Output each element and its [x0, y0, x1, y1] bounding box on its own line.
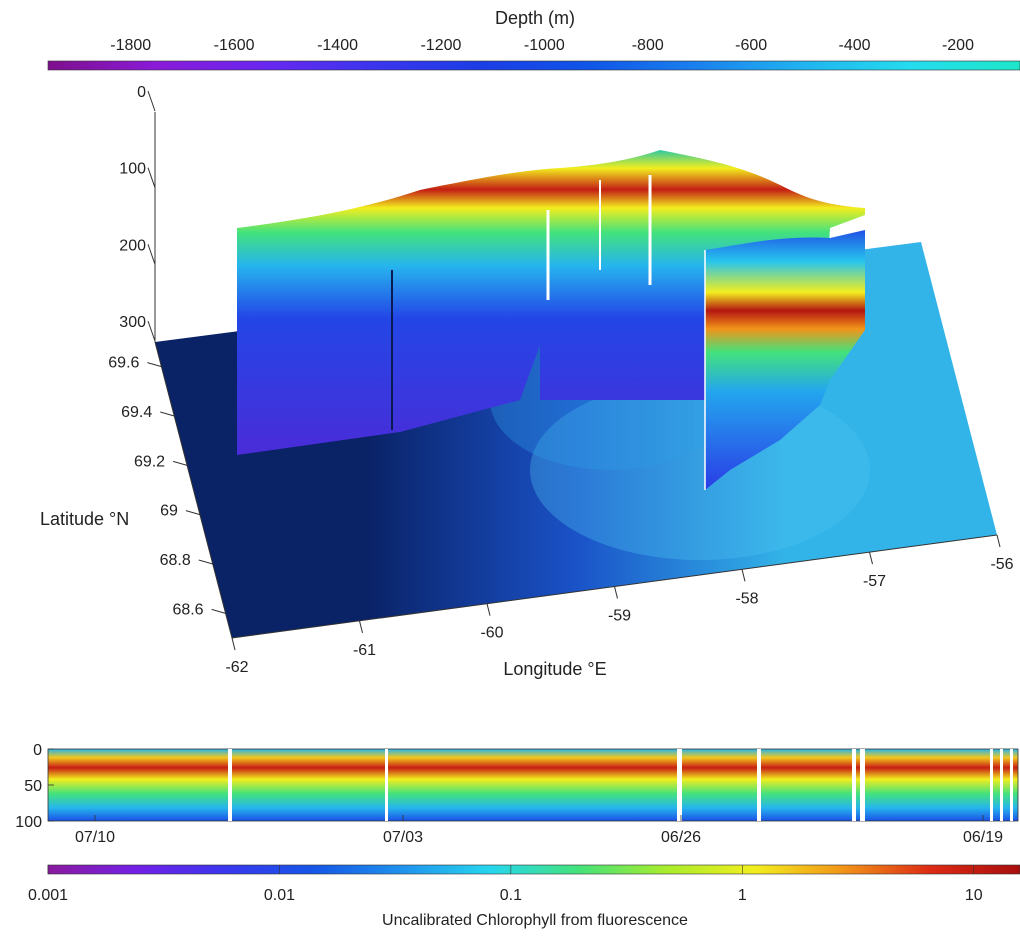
z-tick-label: 200	[119, 237, 146, 254]
lon-tick-mark	[614, 586, 618, 599]
lon-tick-mark	[996, 534, 1001, 548]
depth-tick-label: -1000	[524, 37, 565, 54]
lat-tick-label: 69.2	[134, 453, 165, 470]
y-axis-ticks: 68.6 68.8 69 69.2 69.4 69.6	[108, 355, 226, 618]
z-tick-label: 100	[119, 161, 146, 178]
chlorophyll-colorbar-ticks: 0.001 0.01 0.1 1 10	[28, 865, 983, 904]
lon-tick-label: -61	[353, 642, 376, 659]
lat-tick-mark	[211, 608, 226, 614]
chl-tick-label: 1	[738, 887, 747, 904]
lat-tick-mark	[147, 362, 162, 368]
lon-tick-label: -58	[735, 590, 758, 607]
lon-tick-mark	[741, 569, 746, 582]
strip-y-tick-label: 100	[15, 814, 42, 831]
lon-tick-mark	[869, 552, 873, 565]
lon-tick-label: -60	[480, 625, 503, 642]
depth-tick-label: -800	[632, 37, 664, 54]
depth-colorbar-label: Depth (m)	[495, 8, 575, 28]
strip-y-tick-label: 50	[24, 778, 42, 795]
z-axis-ticks: 0 100 200 300	[119, 84, 156, 342]
depth-tick-label: -1400	[317, 37, 358, 54]
lon-tick-label: -62	[225, 659, 248, 676]
depth-colorbar	[47, 60, 1020, 71]
chlorophyll-curtain	[237, 150, 865, 490]
lon-tick-mark	[231, 637, 236, 651]
z-tick-mark	[147, 90, 156, 112]
lat-tick-mark	[160, 411, 175, 417]
lon-tick-label: -56	[990, 556, 1013, 573]
x-axis-label: Longitude °E	[503, 659, 606, 679]
strip-x-tick-label: 06/26	[661, 829, 701, 846]
depth-tick-label: -600	[735, 37, 767, 54]
strip-y-ticks: 0 50 100	[15, 742, 54, 831]
strip-x-tick-label: 07/03	[383, 829, 423, 846]
depth-colorbar-ticks: -1800 -1600 -1400 -1200 -1000 -800 -600 -400 -20…	[110, 37, 974, 70]
strip-y-tick-label: 0	[33, 742, 42, 759]
lat-tick-mark	[185, 510, 201, 516]
lat-tick-label: 68.8	[160, 552, 191, 569]
depth-tick-label: -1200	[420, 37, 461, 54]
section-strip	[47, 748, 1019, 822]
lat-tick-mark	[198, 559, 213, 565]
chlorophyll-colorbar	[47, 864, 1020, 875]
lat-tick-label: 69.6	[108, 355, 139, 372]
depth-tick-label: -400	[839, 37, 871, 54]
z-tick-mark	[147, 320, 156, 342]
z-tick-label: 0	[137, 84, 146, 101]
depth-tick-label: -1600	[214, 37, 255, 54]
depth-tick-label: -1800	[110, 37, 151, 54]
lat-tick-label: 69.4	[121, 404, 152, 421]
lon-tick-label: -57	[863, 573, 886, 590]
depth-tick-label: -200	[942, 37, 974, 54]
z-tick-mark	[147, 167, 156, 188]
lon-tick-label: -59	[608, 608, 631, 625]
y-axis-label: Latitude °N	[40, 509, 129, 529]
z-tick-mark	[147, 244, 156, 265]
x-axis-ticks: -62 -61 -60 -59 -58 -57 -56	[225, 534, 1014, 676]
curtain-east	[705, 230, 865, 490]
lat-tick-label: 68.6	[172, 601, 203, 618]
lon-tick-mark	[486, 603, 491, 616]
lat-tick-label: 69	[160, 503, 178, 520]
chl-tick-label: 0.1	[500, 887, 522, 904]
chl-tick-label: 10	[965, 887, 983, 904]
chl-tick-label: 0.001	[28, 887, 68, 904]
strip-x-tick-label: 06/19	[963, 829, 1003, 846]
strip-x-ticks: 07/10 07/03 06/26 06/19	[75, 815, 1003, 846]
lat-tick-mark	[172, 460, 188, 466]
chlorophyll-colorbar-label: Uncalibrated Chlorophyll from fluorescen…	[382, 912, 688, 929]
y-axis-line	[154, 341, 233, 639]
chl-tick-label: 0.01	[264, 887, 295, 904]
z-tick-label: 300	[119, 314, 146, 331]
lon-tick-mark	[359, 620, 363, 633]
strip-x-tick-label: 07/10	[75, 829, 115, 846]
